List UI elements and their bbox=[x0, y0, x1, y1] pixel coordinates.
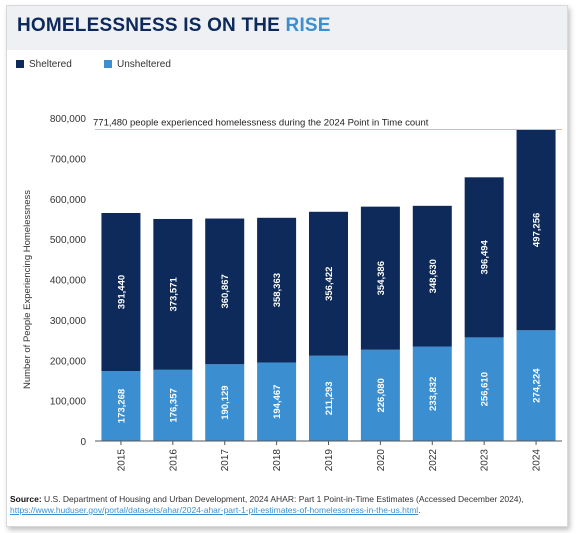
bar-unsheltered bbox=[309, 355, 348, 441]
x-tick-label: 2019 bbox=[324, 449, 335, 472]
y-tick-label: 800,000 bbox=[50, 114, 87, 125]
data-label-unsheltered: 274,224 bbox=[532, 368, 543, 403]
bar-unsheltered bbox=[257, 362, 297, 441]
source-note: Source: U.S. Department of Housing and U… bbox=[10, 494, 555, 516]
y-tick-label: 200,000 bbox=[50, 356, 87, 367]
y-tick-label: 300,000 bbox=[50, 316, 87, 327]
data-label-unsheltered: 173,268 bbox=[116, 389, 127, 423]
title-accent: RISE bbox=[285, 15, 331, 36]
chart-title: HOMELESSNESS IS ON THE RISE bbox=[17, 15, 331, 37]
legend-swatch-unsheltered bbox=[104, 60, 112, 68]
bar-sheltered bbox=[516, 129, 556, 331]
bar-unsheltered bbox=[205, 364, 245, 441]
x-tick-label: 2024 bbox=[532, 449, 543, 472]
bar-sheltered bbox=[360, 206, 400, 350]
bar-sheltered bbox=[309, 211, 348, 356]
y-tick-label: 600,000 bbox=[50, 195, 87, 206]
y-tick-label: 100,000 bbox=[50, 397, 87, 408]
bar-sheltered bbox=[257, 217, 297, 363]
x-tick-label: 2020 bbox=[376, 449, 387, 472]
bar-unsheltered bbox=[153, 369, 193, 441]
x-tick-label: 2022 bbox=[428, 449, 439, 472]
annotation-text: 771,480 people experienced homelessness … bbox=[93, 118, 429, 129]
legend-label-sheltered: Sheltered bbox=[29, 59, 72, 70]
bar-sheltered bbox=[101, 212, 141, 372]
y-axis-title: Number of People Experiencing Homelessne… bbox=[22, 190, 33, 389]
bar-sheltered bbox=[464, 177, 504, 338]
data-label-unsheltered: 256,610 bbox=[480, 372, 491, 406]
bar-sheltered bbox=[205, 218, 245, 365]
source-link[interactable]: https://www.huduser.gov/portal/datasets/… bbox=[10, 505, 419, 515]
data-label-sheltered: 348,630 bbox=[428, 259, 439, 293]
source-label: Source: bbox=[10, 494, 42, 504]
bar-unsheltered bbox=[464, 337, 504, 441]
legend-item-unsheltered: Unsheltered bbox=[104, 59, 171, 70]
x-tick-label: 2023 bbox=[480, 449, 491, 472]
data-label-sheltered: 358,363 bbox=[272, 273, 283, 307]
data-label-sheltered: 356,422 bbox=[324, 267, 335, 301]
data-label-sheltered: 497,256 bbox=[532, 213, 543, 247]
source-suffix: . bbox=[418, 505, 421, 515]
data-label-unsheltered: 194,467 bbox=[272, 385, 283, 419]
bar-unsheltered bbox=[101, 371, 141, 441]
stacked-bar-chart: 0 100,000 200,000 300,000 400,000 500,000 600,… bbox=[22, 114, 562, 472]
data-label-unsheltered: 176,357 bbox=[168, 388, 179, 422]
x-tick-label: 2016 bbox=[168, 449, 179, 472]
data-label-sheltered: 396,494 bbox=[480, 239, 491, 274]
title-main: HOMELESSNESS IS ON THE bbox=[17, 15, 286, 36]
x-tick-label: 2017 bbox=[220, 449, 231, 472]
y-tick-label: 700,000 bbox=[50, 154, 87, 165]
bar-unsheltered bbox=[360, 349, 400, 441]
data-label-sheltered: 373,571 bbox=[168, 276, 179, 311]
y-tick-label: 400,000 bbox=[50, 276, 87, 287]
data-label-unsheltered: 211,293 bbox=[324, 381, 335, 415]
data-label-sheltered: 354,386 bbox=[376, 261, 387, 295]
data-label-unsheltered: 190,129 bbox=[220, 385, 231, 419]
x-tick-label: 2018 bbox=[272, 449, 283, 472]
data-label-unsheltered: 233,832 bbox=[428, 377, 439, 411]
bar-sheltered bbox=[412, 205, 452, 347]
bar-unsheltered bbox=[516, 330, 556, 441]
data-label-sheltered: 360,867 bbox=[220, 274, 231, 308]
y-tick-label: 500,000 bbox=[50, 235, 87, 246]
source-text: U.S. Department of Housing and Urban Dev… bbox=[44, 494, 524, 504]
chart-header: HOMELESSNESS IS ON THE RISE bbox=[7, 6, 567, 50]
legend-item-sheltered: Sheltered bbox=[16, 59, 72, 70]
data-label-unsheltered: 226,080 bbox=[376, 378, 387, 412]
y-tick-label: 0 bbox=[80, 437, 86, 448]
legend-swatch-sheltered bbox=[16, 60, 24, 68]
bar-sheltered bbox=[153, 218, 193, 370]
legend-label-unsheltered: Unsheltered bbox=[117, 59, 171, 70]
x-tick-label: 2015 bbox=[116, 449, 127, 472]
data-label-sheltered: 391,440 bbox=[116, 275, 127, 309]
bar-unsheltered bbox=[412, 346, 452, 441]
